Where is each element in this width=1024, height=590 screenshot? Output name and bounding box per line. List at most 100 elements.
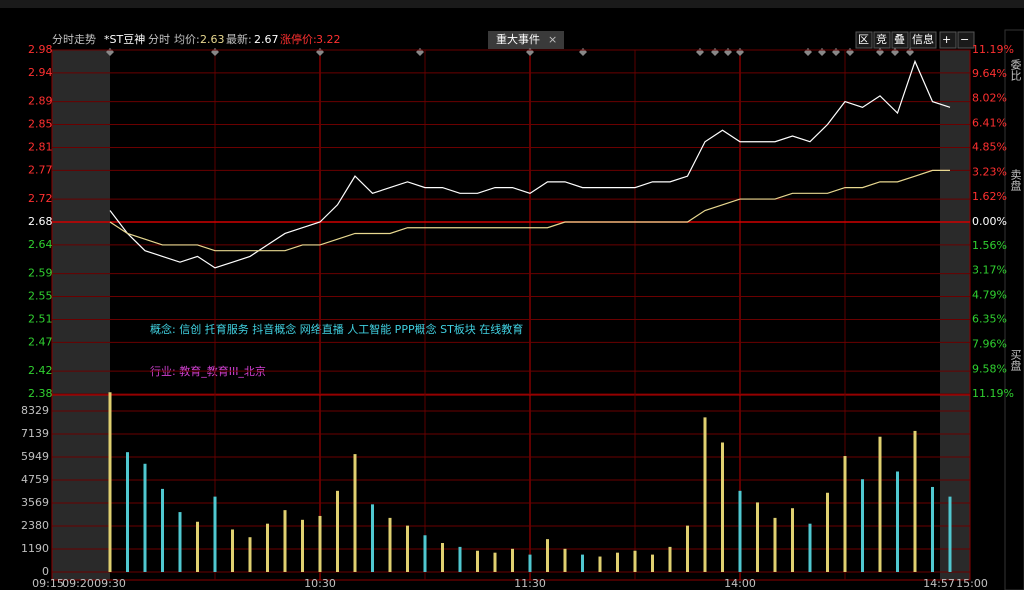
- volume-bar: [913, 430, 917, 572]
- volume-bar: [248, 537, 252, 572]
- volume-tick-label: 7139: [21, 427, 49, 440]
- toolbar-button-label[interactable]: 叠: [894, 33, 905, 46]
- y2-tick-label: 1.62%: [972, 190, 1007, 203]
- toolbar-button[interactable]: [939, 31, 957, 49]
- y-tick-label: 2.81: [28, 140, 53, 153]
- volume-bar: [581, 554, 584, 572]
- last-label: 最新:: [226, 32, 252, 46]
- y-tick-label: 2.47: [28, 335, 53, 348]
- side-panel: [1004, 29, 1024, 590]
- volume-bar: [196, 521, 199, 572]
- volume-bar: [668, 546, 672, 572]
- avg-label: 均价:: [174, 33, 200, 46]
- y-tick-label: 2.94: [28, 66, 53, 79]
- mode: 分时: [148, 33, 170, 46]
- volume-bar: [948, 496, 952, 572]
- toolbar-button[interactable]: [957, 31, 975, 49]
- toolbar-button-label[interactable]: 信息: [912, 32, 934, 46]
- volume-bar: [511, 548, 514, 572]
- volume-bar: [353, 454, 357, 572]
- volume-tick-label: 2380: [21, 519, 49, 532]
- event-tab-close[interactable]: ×: [548, 33, 557, 46]
- y-tick-label: 2.51: [28, 312, 53, 325]
- y2-tick-label: 9.58%: [972, 362, 1007, 375]
- volume-bar: [423, 535, 427, 572]
- volume-bar: [371, 504, 374, 572]
- volume-bar: [493, 552, 497, 572]
- limit-label: 涨停价:: [280, 32, 317, 46]
- limit-value: 3.22: [316, 33, 341, 46]
- volume-bar: [108, 392, 112, 572]
- volume-bar: [861, 479, 864, 572]
- volume-bar: [126, 452, 129, 572]
- y-tick-label: 2.98: [28, 43, 53, 56]
- volume-tick-label: 5949: [21, 450, 49, 463]
- y2-tick-label: 7.96%: [972, 337, 1007, 350]
- y2-tick-label: 3.17%: [972, 264, 1007, 277]
- stock-name: *ST豆神: [104, 32, 145, 46]
- volume-bar: [791, 508, 794, 572]
- y-tick-label: 2.42: [28, 364, 53, 377]
- y-tick-label: 2.89: [28, 95, 53, 108]
- toolbar-button-label[interactable]: 区: [858, 33, 869, 46]
- y-tick-label: 2.59: [28, 267, 53, 280]
- volume-bar: [528, 554, 532, 572]
- volume-bar: [161, 488, 164, 572]
- y-tick-label: 2.72: [28, 192, 53, 205]
- toolbar-button[interactable]: [909, 31, 937, 49]
- volume-bar: [301, 519, 304, 572]
- toolbar-button[interactable]: [891, 31, 909, 49]
- volume-bar: [458, 546, 462, 572]
- y2-tick-label: 0.00%: [972, 215, 1007, 228]
- y-tick-label: 2.55: [28, 290, 53, 303]
- toolbar-button-label[interactable]: +: [942, 33, 951, 46]
- avg-value: 2.63: [200, 33, 225, 46]
- volume-bar: [441, 543, 444, 572]
- y2-tick-label: 3.23%: [972, 165, 1007, 178]
- toolbar-button[interactable]: [855, 31, 873, 49]
- volume-bar: [686, 525, 689, 572]
- toolbar-button[interactable]: [873, 31, 891, 49]
- volume-tick-label: 4759: [21, 473, 49, 486]
- event-tab-label[interactable]: 重大事件: [496, 32, 540, 46]
- volume-bar: [231, 529, 234, 572]
- y-tick-label: 2.38: [28, 387, 53, 400]
- side-label: 买盘: [1009, 349, 1022, 371]
- y2-tick-label: 1.56%: [972, 239, 1007, 252]
- volume-bar: [633, 550, 637, 572]
- last-value: 2.67: [254, 33, 279, 46]
- x-tick-label: 11:30: [514, 577, 546, 590]
- volume-bar: [546, 539, 549, 572]
- auction-area-close: [940, 50, 970, 580]
- side-label: 委比: [1009, 59, 1022, 81]
- y2-tick-label: 4.85%: [972, 140, 1007, 153]
- volume-bar: [178, 512, 182, 572]
- toolbar-button-label[interactable]: −: [960, 33, 969, 46]
- volume-bar: [773, 517, 777, 572]
- y-tick-label: 2.85: [28, 118, 53, 131]
- volume-bar: [931, 486, 934, 572]
- event-tab[interactable]: [488, 31, 564, 49]
- volume-bar: [616, 552, 619, 572]
- x-tick-label: 14:57: [923, 577, 955, 590]
- x-tick-label: 15:00: [956, 577, 988, 590]
- volume-tick-label: 0: [42, 565, 49, 578]
- toolbar-button-label[interactable]: 竞: [876, 32, 887, 46]
- volume-bar: [476, 550, 479, 572]
- side-label: 卖盘: [1009, 169, 1022, 191]
- section-title: 分时走势: [52, 33, 96, 46]
- volume-bar: [721, 442, 724, 572]
- volume-bar: [283, 510, 287, 572]
- y2-tick-label: 9.64%: [972, 67, 1007, 80]
- volume-bar: [388, 517, 392, 572]
- y2-tick-label: 11.19%: [972, 43, 1014, 56]
- concept-text: 概念: 信创 托育服务 抖音概念 网络直播 人工智能 PPP概念 ST板块 在线…: [150, 322, 523, 336]
- y2-tick-label: 4.79%: [972, 289, 1007, 302]
- volume-bar: [266, 523, 269, 572]
- volume-bar: [896, 471, 899, 572]
- volume-bar: [808, 523, 812, 572]
- volume-bar: [213, 496, 217, 572]
- volume-bar: [826, 492, 829, 572]
